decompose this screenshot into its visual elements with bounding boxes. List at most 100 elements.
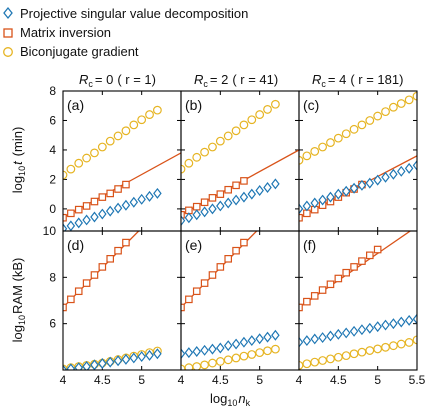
point-mi [224, 185, 233, 194]
point-bcg [215, 136, 225, 146]
point-bcg [333, 352, 343, 362]
series-group [63, 231, 162, 370]
point-mi [224, 255, 233, 263]
point-bcg [263, 105, 272, 114]
point-psvd [66, 363, 76, 370]
point-bcg [396, 99, 406, 108]
point-bcg [255, 348, 265, 358]
y-tick-label: 8 [49, 270, 56, 284]
point-psvd [404, 314, 414, 326]
panel-c: (c) [298, 90, 418, 232]
point-bcg [326, 138, 335, 147]
point-mi [114, 185, 122, 193]
point-bcg [333, 133, 343, 143]
panels: (a) 0 2 4 6 8 (b) (c) (d) 6 8 10 4 4.5 5 (e) 4 4.5 5 (f) 4 4.… [43, 84, 426, 387]
point-bcg [223, 355, 233, 365]
panel-label: (b) [185, 97, 202, 113]
point-bcg [231, 126, 241, 136]
y-tick-label: 0 [49, 202, 56, 216]
point-psvd [216, 342, 225, 354]
point-psvd [181, 348, 186, 360]
point-bcg [404, 95, 414, 105]
panel-e: (e) 4 4.5 5 [178, 230, 300, 387]
point-mi [318, 286, 327, 294]
point-bcg [121, 126, 131, 136]
point-psvd [341, 185, 351, 197]
point-bcg [349, 124, 359, 134]
y-tick-label: 4 [49, 143, 56, 157]
point-psvd [231, 338, 241, 350]
point-mi [373, 245, 382, 254]
legend-label: Biconjugate gradient [20, 44, 139, 59]
point-bcg [318, 142, 328, 152]
point-psvd [349, 182, 359, 194]
point-mi [350, 263, 358, 271]
fit-line-mi [63, 152, 181, 219]
point-psvd [299, 336, 304, 348]
point-mi [326, 280, 335, 289]
point-bcg [181, 164, 186, 174]
panel-b: (b) [180, 90, 300, 232]
point-mi [208, 194, 217, 202]
point-mi [90, 271, 99, 279]
point-bcg [357, 347, 367, 357]
point-bcg [318, 356, 328, 365]
point-bcg [231, 353, 241, 363]
point-psvd [326, 330, 335, 342]
point-psvd [326, 191, 335, 203]
series-group [63, 105, 181, 231]
point-psvd [365, 322, 375, 334]
point-mi [90, 197, 99, 206]
legend-marker-diamond [3, 6, 13, 20]
point-psvd [192, 345, 201, 357]
point-psvd [349, 325, 359, 337]
x-tick-label: 4.5 [94, 373, 111, 387]
series-group [181, 231, 280, 370]
y-tick-label: 6 [49, 113, 56, 127]
legend-label: Matrix inversion [20, 25, 111, 40]
point-psvd [153, 187, 162, 199]
y-tick-label: 6 [49, 317, 56, 331]
point-psvd [247, 335, 257, 347]
point-mi [106, 189, 115, 198]
x-tick-label: 5 [374, 373, 381, 387]
point-bcg [184, 158, 194, 168]
point-mi [98, 263, 107, 271]
point-psvd [208, 203, 217, 215]
y-axis-label-ram: log10RAM (kB) [10, 258, 27, 343]
column-title-0: Rc = 0( r = 1) [79, 72, 156, 89]
legend-entry-bcg: Biconjugate gradient [3, 44, 139, 59]
x-axis-label: log10nk [210, 391, 251, 408]
point-psvd [381, 171, 390, 183]
panel-frame [298, 230, 418, 371]
point-psvd [74, 217, 83, 229]
point-mi [82, 202, 91, 210]
point-bcg [105, 136, 115, 146]
point-psvd [129, 196, 139, 208]
point-psvd [137, 193, 146, 205]
point-mi [63, 303, 67, 312]
point-psvd [310, 197, 319, 209]
point-psvd [129, 352, 139, 364]
x-tick-label: 4 [60, 373, 67, 387]
column-title-2: Rc = 4( r = 181) [312, 72, 403, 89]
point-psvd [389, 168, 398, 180]
point-psvd [153, 348, 162, 360]
point-bcg [310, 147, 320, 156]
point-bcg [271, 344, 280, 354]
panel-label: (f) [303, 237, 316, 253]
point-bcg [66, 164, 76, 174]
point-mi [299, 213, 303, 222]
point-psvd [381, 319, 390, 331]
point-psvd [341, 327, 351, 339]
point-mi [98, 193, 107, 201]
point-psvd [113, 355, 123, 367]
point-psvd [239, 191, 249, 203]
fit-line-mi [299, 155, 417, 219]
point-psvd [200, 206, 209, 218]
point-psvd [105, 205, 115, 217]
fit-line-mi [299, 231, 412, 308]
point-psvd [271, 178, 280, 190]
point-psvd [121, 353, 131, 365]
point-bcg [200, 147, 210, 157]
